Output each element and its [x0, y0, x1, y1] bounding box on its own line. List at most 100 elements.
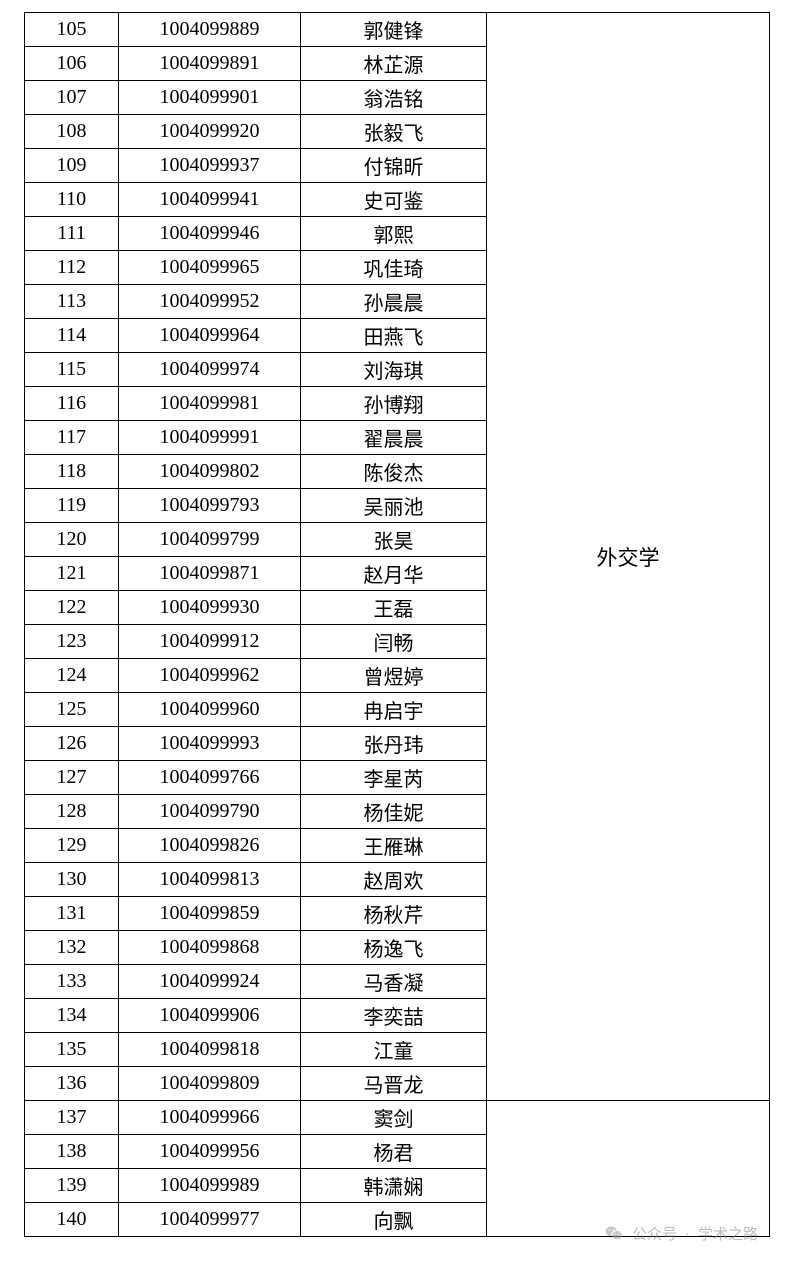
cell-name: 马晋龙 [301, 1067, 487, 1101]
cell-name: 王雁琳 [301, 829, 487, 863]
cell-name: 杨秋芹 [301, 897, 487, 931]
cell-id: 1004099974 [119, 353, 301, 387]
cell-name: 韩潇娴 [301, 1169, 487, 1203]
cell-sequence: 119 [25, 489, 119, 523]
cell-name: 孙博翔 [301, 387, 487, 421]
cell-id: 1004099956 [119, 1135, 301, 1169]
cell-sequence: 109 [25, 149, 119, 183]
cell-sequence: 129 [25, 829, 119, 863]
cell-name: 王磊 [301, 591, 487, 625]
cell-id: 1004099989 [119, 1169, 301, 1203]
watermark-separator: · [685, 1225, 690, 1242]
cell-sequence: 123 [25, 625, 119, 659]
cell-name: 史可鉴 [301, 183, 487, 217]
cell-name: 付锦昕 [301, 149, 487, 183]
cell-sequence: 133 [25, 965, 119, 999]
cell-name: 吴丽池 [301, 489, 487, 523]
cell-name: 郭健锋 [301, 13, 487, 47]
cell-id: 1004099962 [119, 659, 301, 693]
watermark-prefix: 公众号 [632, 1223, 677, 1244]
cell-name: 翟晨晨 [301, 421, 487, 455]
cell-sequence: 110 [25, 183, 119, 217]
cell-id: 1004099941 [119, 183, 301, 217]
cell-id: 1004099912 [119, 625, 301, 659]
table-row: 1051004099889郭健锋外交学 [25, 13, 770, 47]
cell-id: 1004099993 [119, 727, 301, 761]
cell-name: 杨逸飞 [301, 931, 487, 965]
cell-name: 陈俊杰 [301, 455, 487, 489]
cell-name: 翁浩铭 [301, 81, 487, 115]
cell-name: 杨君 [301, 1135, 487, 1169]
cell-id: 1004099859 [119, 897, 301, 931]
cell-name: 李星芮 [301, 761, 487, 795]
cell-sequence: 122 [25, 591, 119, 625]
cell-sequence: 111 [25, 217, 119, 251]
cell-id: 1004099920 [119, 115, 301, 149]
cell-name: 林芷源 [301, 47, 487, 81]
cell-name: 刘海琪 [301, 353, 487, 387]
data-table: 1051004099889郭健锋外交学1061004099891林芷源10710… [24, 12, 770, 1237]
cell-name: 赵月华 [301, 557, 487, 591]
cell-sequence: 118 [25, 455, 119, 489]
cell-name: 向飘 [301, 1203, 487, 1237]
cell-sequence: 116 [25, 387, 119, 421]
cell-id: 1004099924 [119, 965, 301, 999]
cell-id: 1004099809 [119, 1067, 301, 1101]
cell-sequence: 132 [25, 931, 119, 965]
cell-category: 外交学 [487, 13, 770, 1101]
cell-sequence: 108 [25, 115, 119, 149]
cell-name: 闫畅 [301, 625, 487, 659]
cell-name: 马香凝 [301, 965, 487, 999]
cell-sequence: 113 [25, 285, 119, 319]
cell-sequence: 105 [25, 13, 119, 47]
cell-name: 曾煜婷 [301, 659, 487, 693]
cell-sequence: 117 [25, 421, 119, 455]
cell-id: 1004099906 [119, 999, 301, 1033]
cell-id: 1004099946 [119, 217, 301, 251]
cell-sequence: 115 [25, 353, 119, 387]
watermark-name: 学术之路 [698, 1223, 758, 1244]
cell-id: 1004099952 [119, 285, 301, 319]
cell-sequence: 128 [25, 795, 119, 829]
cell-name: 张丹玮 [301, 727, 487, 761]
cell-sequence: 137 [25, 1101, 119, 1135]
cell-id: 1004099790 [119, 795, 301, 829]
cell-id: 1004099826 [119, 829, 301, 863]
cell-sequence: 121 [25, 557, 119, 591]
cell-id: 1004099964 [119, 319, 301, 353]
cell-id: 1004099802 [119, 455, 301, 489]
cell-name: 张毅飞 [301, 115, 487, 149]
cell-sequence: 120 [25, 523, 119, 557]
cell-sequence: 138 [25, 1135, 119, 1169]
cell-id: 1004099799 [119, 523, 301, 557]
cell-id: 1004099813 [119, 863, 301, 897]
cell-id: 1004099977 [119, 1203, 301, 1237]
cell-name: 窦剑 [301, 1101, 487, 1135]
cell-sequence: 106 [25, 47, 119, 81]
cell-sequence: 135 [25, 1033, 119, 1067]
table-container: 1051004099889郭健锋外交学1061004099891林芷源10710… [0, 0, 794, 1237]
cell-id: 1004099981 [119, 387, 301, 421]
cell-sequence: 136 [25, 1067, 119, 1101]
cell-id: 1004099991 [119, 421, 301, 455]
cell-sequence: 134 [25, 999, 119, 1033]
cell-name: 冉启宇 [301, 693, 487, 727]
cell-id: 1004099901 [119, 81, 301, 115]
cell-sequence: 114 [25, 319, 119, 353]
cell-name: 赵周欢 [301, 863, 487, 897]
cell-id: 1004099889 [119, 13, 301, 47]
wechat-icon [604, 1224, 624, 1244]
cell-sequence: 124 [25, 659, 119, 693]
cell-id: 1004099930 [119, 591, 301, 625]
cell-category [487, 1101, 770, 1237]
cell-sequence: 127 [25, 761, 119, 795]
cell-id: 1004099960 [119, 693, 301, 727]
cell-sequence: 126 [25, 727, 119, 761]
cell-name: 巩佳琦 [301, 251, 487, 285]
cell-id: 1004099793 [119, 489, 301, 523]
cell-id: 1004099965 [119, 251, 301, 285]
cell-sequence: 140 [25, 1203, 119, 1237]
cell-id: 1004099966 [119, 1101, 301, 1135]
cell-sequence: 112 [25, 251, 119, 285]
cell-name: 江童 [301, 1033, 487, 1067]
